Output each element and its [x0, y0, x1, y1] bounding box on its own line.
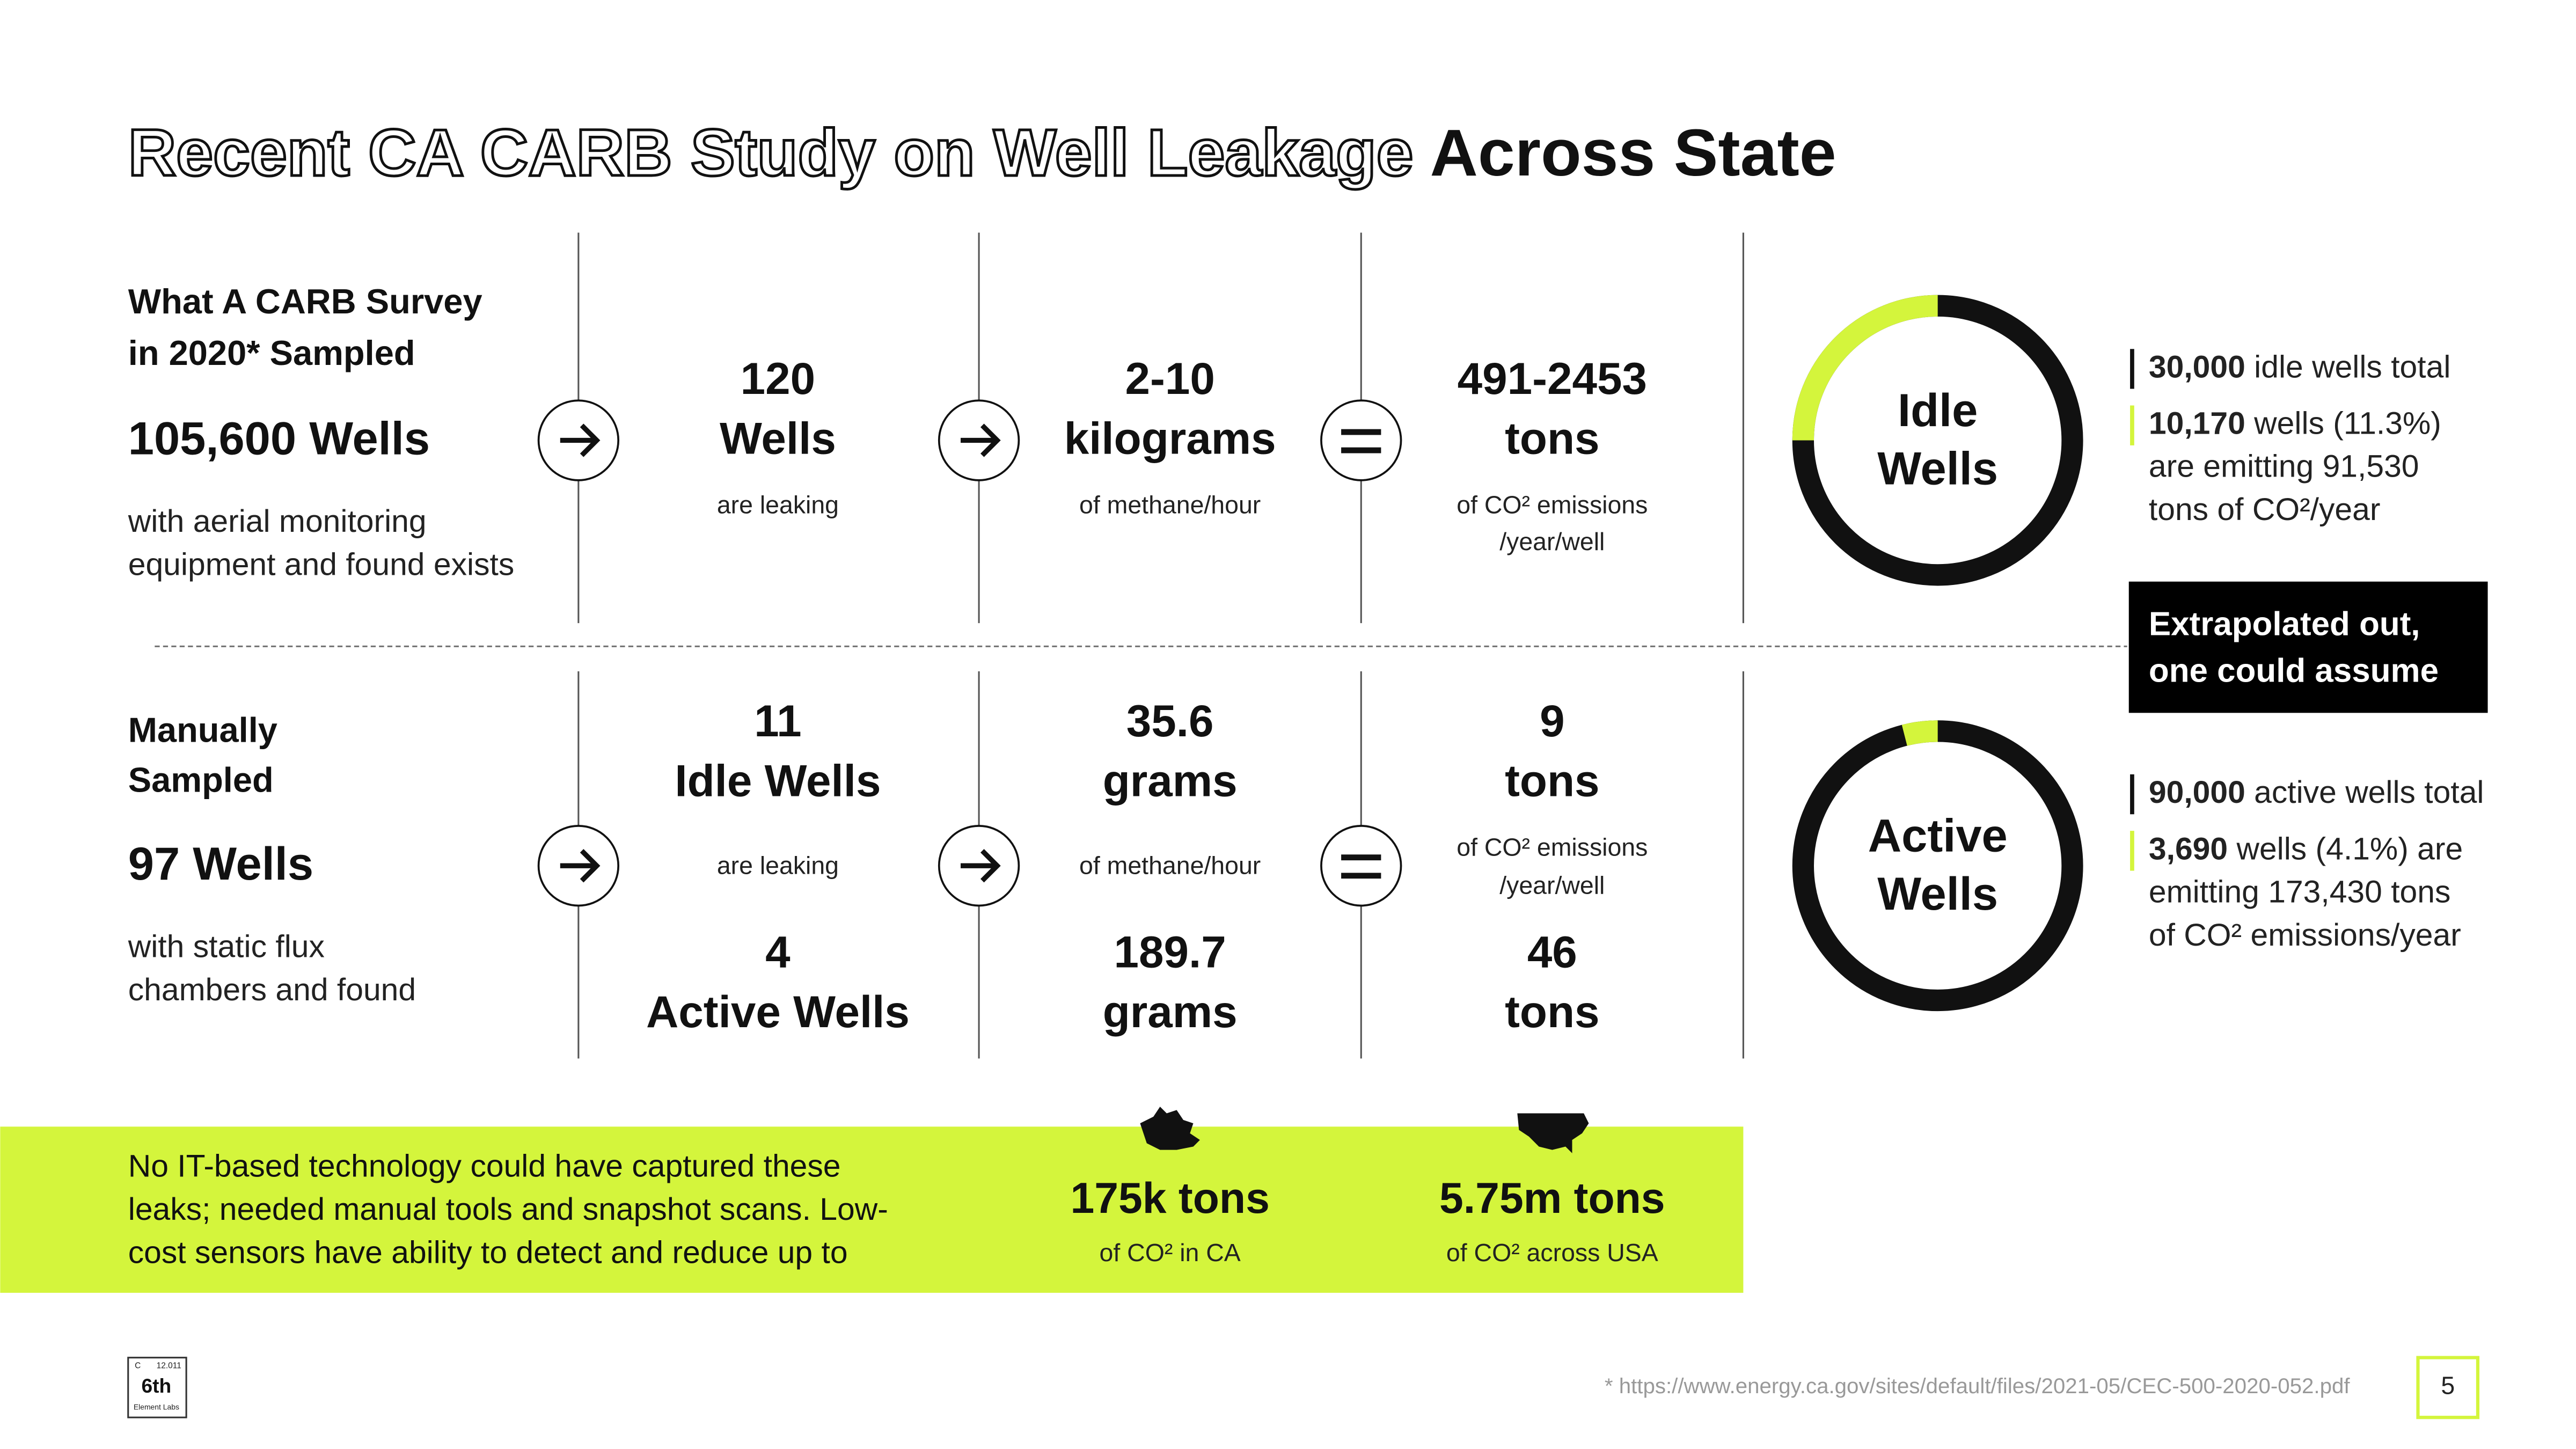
section-heading: What A CARB Survey	[128, 282, 482, 321]
fact-text: wells (11.3%)	[2245, 406, 2441, 441]
section-note: with static flux	[128, 930, 325, 964]
callout-box	[2128, 581, 2488, 713]
step-value: 2-10	[1125, 353, 1215, 404]
donut-highlight	[1792, 295, 1938, 441]
arrow-icon	[961, 423, 1001, 457]
step-note: are leaking	[717, 491, 839, 519]
stat-note: of CO² in CA	[1100, 1239, 1241, 1267]
active-value: grams	[1103, 986, 1238, 1037]
donut-label: Wells	[1877, 868, 1998, 920]
banner-text: cost sensors have ability to detect and …	[128, 1235, 848, 1270]
step-note: of methane/hour	[1079, 491, 1261, 519]
arrow-icon	[560, 423, 601, 457]
step-value: 120	[741, 353, 815, 404]
section-heading: in 2020* Sampled	[128, 333, 415, 372]
donut-ring	[1792, 720, 2083, 1012]
banner-text: leaks; needed manual tools and snapshot …	[128, 1192, 888, 1227]
fact-bold: 10,170	[2149, 406, 2245, 441]
step-value: Wells	[720, 413, 836, 464]
active-value: 4	[765, 926, 791, 977]
idle-value: grams	[1103, 756, 1238, 806]
idle-value: 35.6	[1126, 696, 1214, 746]
idle-value: Idle Wells	[675, 756, 881, 806]
active-value: 46	[1527, 926, 1577, 977]
fact-line: tons of CO²/year	[2149, 492, 2381, 527]
section-note: chambers and found	[128, 972, 416, 1007]
logo-box	[127, 1357, 187, 1418]
operator-circle	[1320, 399, 1402, 481]
fact-text: active wells total	[2245, 775, 2484, 810]
fact-bold: 30,000	[2149, 349, 2245, 384]
arrow-icon	[560, 849, 601, 883]
page-box	[2416, 1356, 2480, 1419]
canada-icon	[1140, 1107, 1200, 1150]
section-note: with aerial monitoring	[128, 504, 427, 539]
well-count: 97 Wells	[128, 838, 313, 890]
donut-label: Idle	[1898, 385, 1978, 436]
idle-value: tons	[1505, 756, 1599, 806]
section-heading: Sampled	[128, 760, 274, 800]
logo-letter: C	[135, 1361, 141, 1370]
step-note: of CO² emissions	[1457, 833, 1648, 861]
banner-text: No IT-based technology could have captur…	[128, 1148, 841, 1183]
source-note: * https://www.energy.ca.gov/sites/defaul…	[1605, 1374, 2350, 1398]
operator-circle	[1320, 825, 1402, 907]
fact-line: 90,000 active wells total	[2149, 775, 2484, 810]
stat-note: of CO² across USA	[1446, 1239, 1658, 1267]
title: Recent CA CARB Study on Well Leakage Acro…	[128, 116, 1836, 190]
title-outline: Recent CA CARB Study on Well Leakage	[128, 116, 1414, 190]
fact-line: of CO² emissions/year	[2149, 918, 2461, 953]
section-heading: Manually	[128, 711, 277, 750]
stat-value: 175k tons	[1070, 1174, 1269, 1223]
fact-line: 3,690 wells (4.1%) are	[2149, 831, 2463, 866]
banner	[0, 1126, 1744, 1293]
logo-symbol: 6th	[142, 1374, 172, 1397]
fact-text: idle wells total	[2245, 349, 2451, 384]
idle-value: 11	[754, 696, 801, 746]
step-note: /year/well	[1499, 528, 1605, 555]
fact-line: are emitting 91,530	[2149, 449, 2419, 484]
arrow-icon	[961, 849, 1001, 883]
equals-icon	[1341, 429, 1381, 453]
idle-value: 9	[1540, 696, 1565, 746]
section-note: equipment and found exists	[128, 547, 515, 582]
step-note: of CO² emissions	[1457, 491, 1648, 519]
step-note: /year/well	[1499, 872, 1605, 899]
fact-bold: 3,690	[2149, 831, 2228, 866]
fact-line: 10,170 wells (11.3%)	[2149, 406, 2441, 441]
idle-donut	[1792, 295, 2083, 586]
donut-label: Wells	[1877, 443, 1998, 494]
fact-text: wells (4.1%) are	[2228, 831, 2463, 866]
fact-line: 30,000 idle wells total	[2149, 349, 2450, 384]
active-value: 189.7	[1114, 926, 1226, 977]
fact-bold: 90,000	[2149, 775, 2245, 810]
step-note: of methane/hour	[1079, 852, 1261, 880]
step-value: tons	[1505, 413, 1599, 464]
callout-text: Extrapolated out,	[2149, 606, 2420, 643]
active-value: tons	[1505, 986, 1599, 1037]
equals-icon	[1341, 854, 1381, 879]
well-count: 105,600 Wells	[128, 413, 430, 465]
logo-mass: 12.011	[157, 1361, 181, 1370]
logo-name: Element Labs	[134, 1402, 179, 1411]
step-value: 491-2453	[1458, 353, 1647, 404]
donut-label: Active	[1868, 810, 2008, 862]
callout-text: one could assume	[2149, 652, 2439, 689]
donut-highlight	[1901, 720, 1938, 746]
step-note: are leaking	[717, 852, 839, 880]
active-value: Active Wells	[646, 986, 910, 1037]
title-bold: Across State	[1430, 116, 1836, 190]
page-number: 5	[2441, 1372, 2455, 1400]
stat-value: 5.75m tons	[1439, 1174, 1665, 1223]
active-donut	[1792, 720, 2083, 1012]
fact-line: emitting 173,430 tons	[2149, 874, 2451, 909]
step-value: kilograms	[1064, 413, 1276, 464]
usa-icon	[1517, 1113, 1589, 1153]
